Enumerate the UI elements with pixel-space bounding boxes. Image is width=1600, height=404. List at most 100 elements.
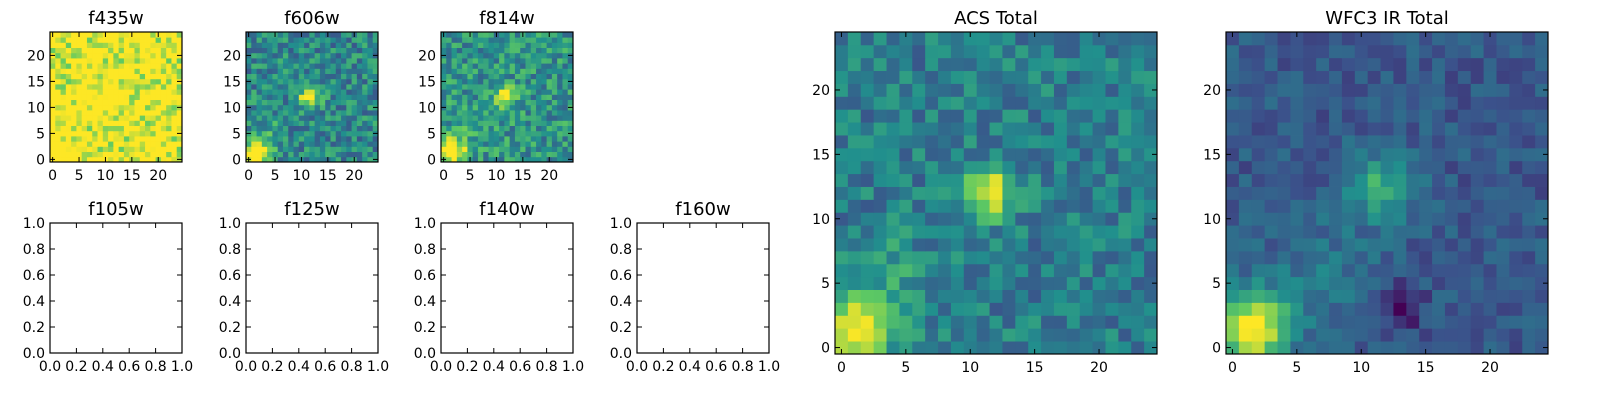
heatmap-cell [113, 136, 120, 142]
heatmap-cell [1105, 212, 1119, 226]
heatmap-cell [509, 156, 516, 163]
heatmap-cell [1393, 250, 1407, 265]
heatmap-cell [467, 58, 474, 64]
heatmap-cell [314, 94, 321, 100]
heatmap-cell [472, 130, 479, 137]
heatmap-cell [1290, 32, 1304, 46]
heatmap-cell [102, 89, 109, 95]
heatmap-cell [60, 130, 67, 137]
heatmap-cell [860, 160, 875, 175]
heatmap-cell [1329, 160, 1343, 175]
heatmap-cell [71, 47, 77, 54]
heatmap-cell [950, 186, 965, 200]
heatmap-cell [1496, 199, 1510, 213]
heatmap-cell [288, 130, 294, 137]
heatmap-cell [514, 99, 521, 106]
heatmap-cell [1444, 147, 1459, 162]
heatmap-cell [1041, 96, 1055, 110]
heatmap-cell [1406, 32, 1420, 46]
heatmap-cell [92, 130, 98, 137]
heatmap-cell [446, 52, 452, 59]
heatmap-cell [1432, 122, 1446, 136]
heatmap-cell [1470, 44, 1484, 59]
heatmap-cell [989, 341, 1003, 355]
heatmap-cell [298, 99, 305, 106]
heatmap-cell [525, 141, 532, 147]
heatmap-cell [65, 78, 72, 85]
heatmap-cell [129, 58, 135, 64]
heatmap-cell [963, 302, 978, 316]
heatmap-cell [1105, 225, 1119, 239]
heatmap-cell [113, 58, 120, 64]
heatmap-cell [860, 238, 875, 252]
heatmap-cell [246, 47, 252, 54]
heatmap-cell [272, 58, 279, 64]
heatmap-cell [309, 99, 316, 106]
heatmap-cell [1393, 44, 1407, 59]
heatmap-cell [873, 44, 887, 59]
heatmap-cell [118, 104, 125, 111]
heatmap-cell [925, 83, 939, 97]
heatmap-cell [1341, 109, 1356, 123]
heatmap-cell [282, 68, 289, 74]
heatmap-cell [251, 99, 257, 106]
heatmap-cell [551, 125, 558, 132]
heatmap-cell [346, 146, 352, 152]
heatmap-cell [256, 130, 263, 137]
heatmap-cell [1290, 263, 1304, 278]
heatmap-cell [1028, 32, 1042, 46]
heatmap-cell [346, 84, 352, 90]
heatmap-cell [899, 147, 913, 162]
heatmap-cell [1380, 212, 1394, 226]
heatmap-cell [1535, 173, 1549, 187]
heatmap-cell [860, 57, 875, 72]
heatmap-cell [113, 151, 120, 158]
heatmap-cell [976, 263, 990, 278]
heatmap-cell [1105, 250, 1119, 265]
heatmap-cell [938, 341, 952, 355]
heatmap-cell [1290, 83, 1304, 97]
heatmap-cell [304, 146, 310, 152]
heatmap-cell [282, 115, 289, 121]
heatmap-cell [102, 141, 109, 147]
heatmap-cell [341, 89, 347, 95]
y-tick-label: 20 [1203, 83, 1221, 99]
heatmap-cell [525, 58, 532, 64]
heatmap-cell [1015, 302, 1029, 316]
heatmap-cell [514, 136, 521, 142]
heatmap-cell [1144, 44, 1158, 59]
heatmap-cell [55, 104, 61, 111]
heatmap-cell [1329, 186, 1343, 200]
heatmap-cell [1144, 135, 1158, 149]
heatmap-cell [171, 58, 178, 64]
y-tick-label: 0.6 [414, 268, 436, 284]
heatmap-cell [514, 125, 521, 132]
heatmap-cell [1444, 289, 1459, 303]
heatmap-cell [483, 52, 489, 59]
heatmap-cell [1092, 160, 1106, 175]
heatmap-cell [847, 225, 862, 239]
heatmap-cell [520, 115, 526, 121]
y-tick-label: 0 [232, 152, 241, 168]
heatmap-cell [160, 141, 167, 147]
heatmap-cell [1483, 199, 1497, 213]
heatmap-cell [123, 130, 130, 137]
heatmap-cell [325, 125, 331, 132]
heatmap-cell [472, 84, 479, 90]
heatmap-cell [1457, 109, 1472, 123]
heatmap-cell [166, 141, 172, 147]
heatmap-cell [499, 89, 505, 95]
heatmap-cell [472, 120, 479, 126]
heatmap-cell [835, 83, 849, 97]
heatmap-cell [1509, 263, 1523, 278]
heatmap-cell [1028, 122, 1042, 136]
heatmap-cell [1483, 160, 1497, 175]
heatmap-cell [1457, 83, 1472, 97]
heatmap-cell [81, 52, 88, 59]
heatmap-cell [504, 125, 511, 132]
heatmap-cell [989, 173, 1003, 187]
heatmap-cell [477, 32, 484, 38]
heatmap-cell [160, 68, 167, 74]
heatmap-cell [288, 52, 294, 59]
heatmap-cell [356, 94, 363, 100]
